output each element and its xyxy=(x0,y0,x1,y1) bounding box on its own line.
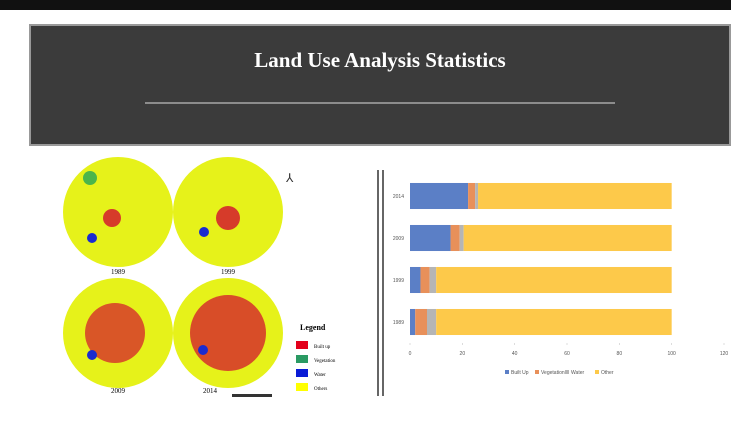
bar-segment xyxy=(410,267,420,293)
x-tick-label: 0 xyxy=(409,351,412,357)
header-box xyxy=(30,25,730,145)
x-tick-label: 60 xyxy=(564,351,570,357)
water-patch xyxy=(87,233,97,243)
map-label: 2014 xyxy=(203,387,218,395)
bar-segment xyxy=(460,225,464,251)
x-tick-label: 80 xyxy=(617,351,623,357)
map xyxy=(63,157,173,267)
x-tick-label: 20 xyxy=(460,351,466,357)
legend-label: Water xyxy=(571,370,584,376)
bar-segment xyxy=(420,267,429,293)
map-label: 2009 xyxy=(111,387,126,395)
bar-segment xyxy=(427,309,436,335)
bar-segment xyxy=(451,225,460,251)
legend-swatch xyxy=(296,369,308,377)
water-patch xyxy=(87,350,97,360)
bar-segment xyxy=(436,267,671,293)
bar-segment xyxy=(464,225,672,251)
legend-label: Built Up xyxy=(511,370,529,376)
scale-bar xyxy=(232,394,272,397)
top-bar xyxy=(0,0,731,10)
y-tick-label: 2014 xyxy=(393,194,404,200)
x-tick-label: 100 xyxy=(667,351,676,357)
bar-segment xyxy=(415,309,427,335)
north-arrow: ⅄ xyxy=(285,171,294,185)
map-label: 1989 xyxy=(111,268,126,276)
slide: Land Use Analysis Statistics ⅄ 1989 1999 xyxy=(0,0,731,421)
legend-label: Vegetation xyxy=(541,370,565,376)
vegetation-patch xyxy=(83,171,97,185)
water-patch xyxy=(199,227,209,237)
bar-segment xyxy=(410,309,415,335)
y-tick-label: 2009 xyxy=(393,236,404,242)
legend-swatch xyxy=(296,383,308,391)
bar-segment xyxy=(468,183,475,209)
x-tick-label: 120 xyxy=(720,351,729,357)
map xyxy=(63,278,173,388)
map-label: 1999 xyxy=(221,268,236,276)
legend-swatch xyxy=(535,370,539,374)
bar-segment xyxy=(436,309,671,335)
bar-segment xyxy=(478,183,672,209)
y-tick-label: 1999 xyxy=(393,278,404,284)
legend-swatch xyxy=(565,370,569,374)
bar-segment xyxy=(475,183,478,209)
urban-area xyxy=(216,206,240,230)
bar-segment xyxy=(410,183,468,209)
water-patch xyxy=(198,345,208,355)
map xyxy=(173,278,283,388)
legend-swatch xyxy=(595,370,599,374)
map xyxy=(173,157,283,267)
bar-segment xyxy=(410,225,451,251)
urban-area xyxy=(103,209,121,227)
legend-label: Water xyxy=(314,373,326,378)
legend-swatch xyxy=(296,355,308,363)
y-tick-label: 1989 xyxy=(393,320,404,326)
legend-label: Vegetation xyxy=(314,359,336,364)
legend-swatch xyxy=(296,341,308,349)
legend-swatch xyxy=(505,370,509,374)
legend-title: Legend xyxy=(300,323,326,332)
legend-label: Built up xyxy=(314,345,331,350)
bar-segment xyxy=(430,267,437,293)
legend-label: Others xyxy=(314,387,327,392)
urban-area xyxy=(190,295,266,371)
legend-label: Other xyxy=(601,370,614,376)
x-tick-label: 40 xyxy=(512,351,518,357)
slide-title: Land Use Analysis Statistics xyxy=(254,48,505,72)
